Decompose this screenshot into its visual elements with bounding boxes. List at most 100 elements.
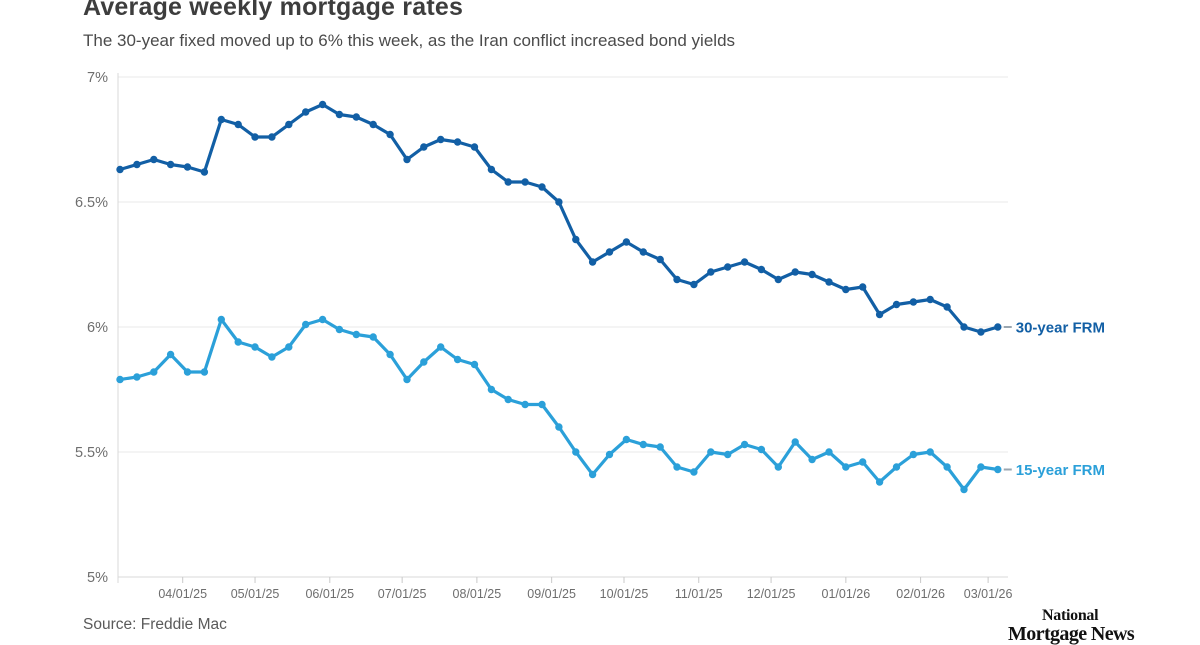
data-point [639,248,647,256]
data-point [740,258,749,266]
data-point [842,463,850,471]
data-point [673,275,681,284]
data-point [673,463,681,471]
data-point [234,338,242,346]
data-point [386,130,394,139]
data-point [859,458,867,466]
x-axis-label: 06/01/25 [305,587,354,601]
data-point [183,368,192,376]
data-point [285,120,293,129]
data-point [724,450,732,459]
data-point [909,450,918,459]
data-point [200,368,209,376]
x-axis-label: 07/01/25 [378,587,427,601]
data-point [774,275,782,284]
data-point [437,135,445,144]
data-point [690,280,698,289]
data-point [943,303,951,311]
data-point [943,463,951,471]
data-point [504,395,512,404]
data-point [166,160,175,169]
data-point [504,178,512,186]
data-point [926,295,934,304]
data-point [234,120,242,129]
y-axis-label: 5% [87,570,108,586]
data-point [369,120,377,129]
series-line [118,102,1000,334]
data-point [825,278,833,286]
data-point [656,443,664,451]
data-point [808,270,816,279]
data-point [150,368,158,376]
data-point [656,255,664,264]
data-point [403,155,411,164]
data-point [487,165,496,174]
data-point [403,375,411,384]
data-point [116,165,124,174]
data-point [960,323,968,331]
data-point [420,358,428,366]
data-point [386,350,394,359]
data-point [285,343,293,351]
series-line [118,317,1000,492]
data-point [791,438,799,446]
data-point [926,448,934,456]
data-point [588,470,597,479]
data-point [302,108,310,116]
x-axis-label: 05/01/25 [231,587,280,601]
data-point [555,198,563,206]
series-label: 15-year FRM [1016,462,1105,479]
data-point [605,248,614,256]
x-axis-label: 08/01/25 [453,587,502,601]
data-point [352,113,360,121]
data-point [487,385,496,394]
data-point [875,310,884,319]
15-year-frm-series: 15-year FRM [116,315,1105,494]
data-point [622,238,631,246]
data-point [166,350,175,359]
data-point [724,263,732,271]
data-point [335,325,344,334]
30-year-frm-series: 30-year FRM [116,100,1105,337]
series-label: 30-year FRM [1016,320,1105,337]
data-point [335,110,344,119]
data-point [318,315,327,324]
data-point [825,448,833,456]
data-point [521,400,529,409]
page-title: Average weekly mortgage rates [83,0,464,21]
logo-line-2: Mortgage News [1008,623,1135,645]
data-point [133,160,141,169]
data-point [251,343,259,351]
data-point [318,100,327,109]
data-point [302,320,310,329]
national-mortgage-news-logo: National Mortgage News [1008,608,1168,645]
data-point [605,450,614,459]
data-point [757,265,766,274]
data-point [453,138,462,146]
data-point [437,343,445,351]
data-point [892,300,901,309]
data-point [538,400,546,409]
data-point [960,485,968,494]
y-axis-label: 7% [87,70,108,86]
data-point [740,440,749,449]
x-axis-label: 01/01/26 [822,587,871,601]
data-point [352,330,360,339]
data-point [268,133,276,141]
data-point [690,468,698,476]
data-point [268,353,276,361]
data-point [977,463,985,471]
data-point [251,133,259,141]
data-point [133,373,141,381]
data-point [757,445,766,454]
x-axis-label: 02/01/26 [896,587,945,601]
data-point [994,465,1002,474]
data-point [572,448,580,456]
data-point [707,268,715,276]
data-point [572,235,580,244]
data-point [521,178,529,186]
data-point [909,298,918,306]
x-axis-label: 12/01/25 [747,587,796,601]
data-point [369,333,377,341]
data-point [183,163,192,171]
